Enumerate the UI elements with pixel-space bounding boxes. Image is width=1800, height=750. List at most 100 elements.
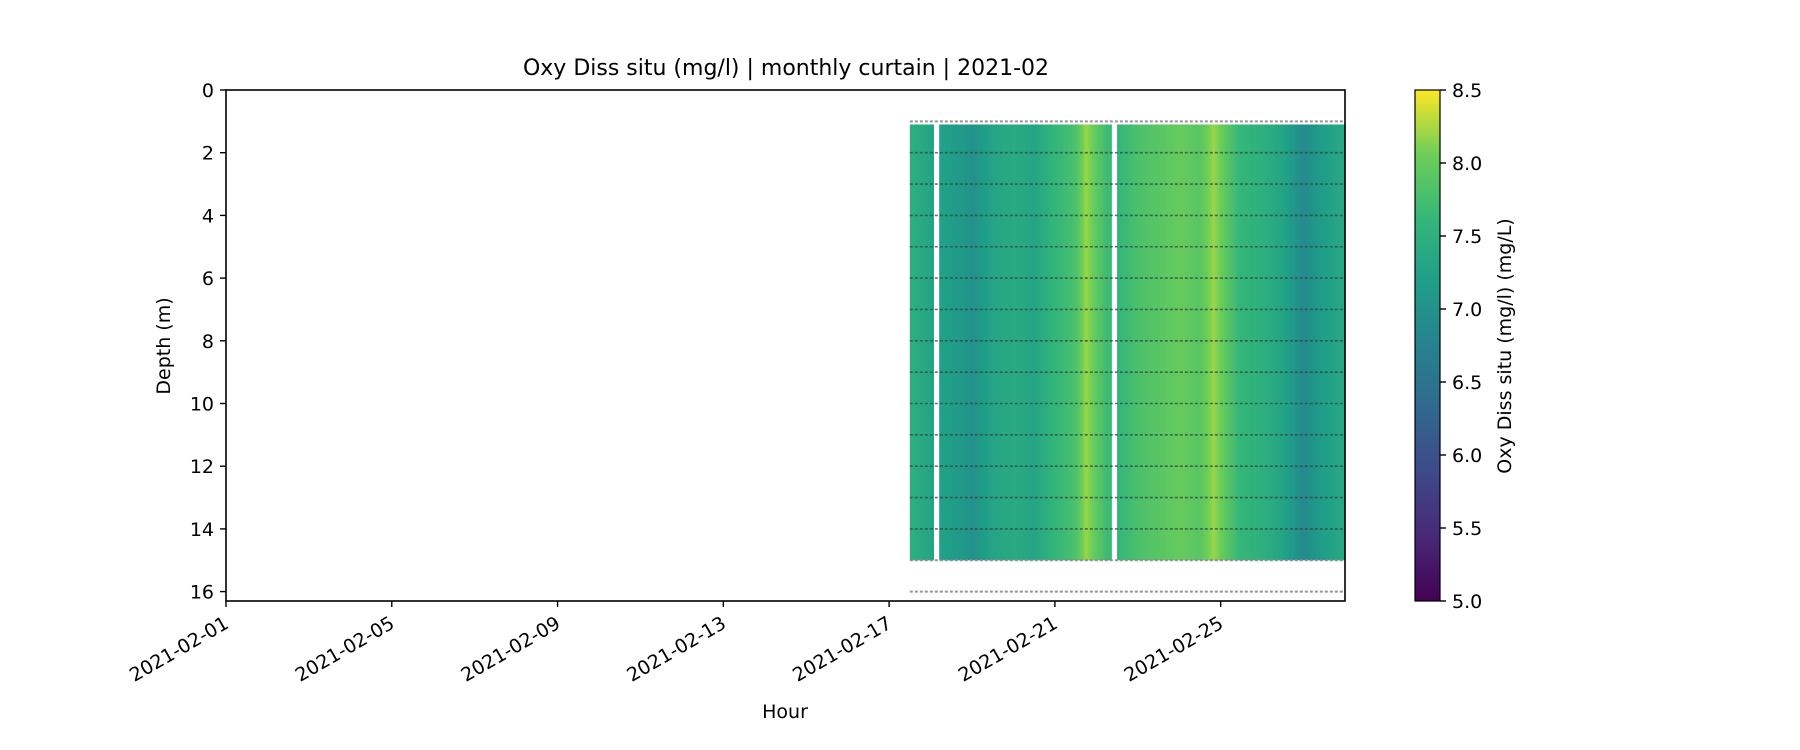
- curtain-column: [1090, 124, 1093, 561]
- curtain-column: [1013, 124, 1017, 561]
- curtain-column: [947, 124, 950, 561]
- curtain-column: [1234, 124, 1236, 561]
- curtain-column: [1255, 124, 1259, 561]
- curtain-column: [1133, 124, 1137, 561]
- x-tick-label: 2021-02-05: [292, 612, 399, 686]
- curtain-column: [1156, 124, 1160, 561]
- curtain-column: [1061, 124, 1064, 561]
- data-gap: [934, 122, 940, 563]
- curtain-column: [1338, 124, 1342, 561]
- y-tick-label: 10: [190, 393, 214, 415]
- curtain-column: [1048, 124, 1052, 561]
- curtain-column: [1233, 124, 1235, 561]
- curtain-column: [1081, 124, 1084, 561]
- curtain-column: [945, 124, 948, 561]
- curtain-column: [1185, 124, 1189, 561]
- curtain-column: [1324, 124, 1327, 561]
- curtain-column: [1222, 124, 1225, 561]
- curtain-column: [1080, 124, 1083, 561]
- curtain-column: [1260, 124, 1263, 561]
- curtain-column: [1056, 124, 1060, 561]
- y-axis-label: Depth (m): [153, 297, 175, 394]
- curtain-column: [940, 124, 944, 561]
- curtain-column: [1179, 124, 1182, 561]
- curtain-column: [1059, 124, 1062, 561]
- curtain-column: [1164, 124, 1168, 561]
- curtain-column: [965, 124, 969, 561]
- curtain-column: [1293, 124, 1296, 561]
- curtain-column: [1102, 124, 1106, 561]
- curtain-column: [1015, 124, 1019, 561]
- curtain-column: [1274, 124, 1278, 561]
- curtain-column: [1096, 124, 1099, 561]
- curtain-column: [1313, 124, 1317, 561]
- curtain-column: [1183, 124, 1187, 561]
- curtain-column: [1052, 124, 1056, 561]
- curtain-column: [1065, 124, 1068, 561]
- curtain-column: [1160, 124, 1164, 561]
- curtain-column: [1257, 124, 1261, 561]
- curtain-column: [1040, 124, 1044, 561]
- curtain-column: [1042, 124, 1046, 561]
- curtain-column: [1268, 124, 1271, 561]
- curtain-column: [1075, 124, 1078, 561]
- curtain-column: [1100, 124, 1104, 561]
- curtain-column: [1301, 124, 1305, 561]
- curtain-column: [1212, 124, 1215, 561]
- y-tick-label: 8: [202, 331, 214, 353]
- curtain-column: [1205, 124, 1208, 561]
- curtain-column: [926, 124, 930, 561]
- curtain-column: [1291, 124, 1294, 561]
- curtain-column: [1141, 124, 1145, 561]
- curtain-column: [992, 124, 996, 561]
- curtain-column: [953, 124, 957, 561]
- curtain-column: [1125, 124, 1129, 561]
- curtain-column: [922, 124, 925, 561]
- curtain-column: [913, 124, 917, 561]
- curtain-column: [1054, 124, 1058, 561]
- curtain-column: [1104, 124, 1108, 561]
- curtain-column: [911, 124, 915, 561]
- curtain-column: [1131, 124, 1135, 561]
- curtain-column: [957, 124, 961, 561]
- curtain-column: [1307, 124, 1311, 561]
- curtain-column: [1303, 124, 1307, 561]
- plot-area: [225, 89, 1346, 602]
- curtain-column: [951, 124, 954, 561]
- curtain-column: [1034, 124, 1037, 561]
- curtain-column: [1098, 124, 1102, 561]
- curtain-column: [1170, 124, 1174, 561]
- curtain-column: [1211, 124, 1213, 561]
- curtain-column: [1272, 124, 1276, 561]
- curtain-column: [1154, 124, 1158, 561]
- curtain-column: [1175, 124, 1178, 561]
- curtain-column: [1239, 124, 1241, 561]
- plot-frame: [225, 89, 1346, 602]
- curtain-column: [1241, 124, 1245, 561]
- curtain-column: [1266, 124, 1269, 561]
- curtain-column: [963, 124, 967, 561]
- curtain-column: [1158, 124, 1162, 561]
- curtain-column: [1152, 124, 1155, 561]
- curtain-column: [1240, 124, 1242, 561]
- curtain-column: [974, 124, 977, 561]
- curtain-column: [972, 124, 975, 561]
- curtain-column: [1067, 124, 1070, 561]
- colorbar-gradient: [1414, 89, 1441, 602]
- curtain-column: [932, 124, 936, 561]
- curtain-column: [1253, 124, 1257, 561]
- curtain-column: [1286, 124, 1290, 561]
- curtain-column: [1092, 124, 1095, 561]
- curtain-column: [1289, 124, 1292, 561]
- colorbar-ticks: 5.0 5.5 6.0 6.5 7.0 7.5 8.0 8.5: [1440, 80, 1482, 613]
- curtain-column: [1334, 124, 1338, 561]
- curtain-column: [1110, 124, 1113, 561]
- curtain-column: [1146, 124, 1149, 561]
- colorbar-tick-label: 6.0: [1452, 445, 1482, 467]
- curtain-column: [1311, 124, 1315, 561]
- curtain-column: [1229, 124, 1232, 561]
- curtain-column: [1280, 124, 1284, 561]
- curtain-column: [938, 124, 942, 561]
- x-tick-label: 2021-02-09: [457, 612, 564, 686]
- curtain-column: [1119, 124, 1122, 561]
